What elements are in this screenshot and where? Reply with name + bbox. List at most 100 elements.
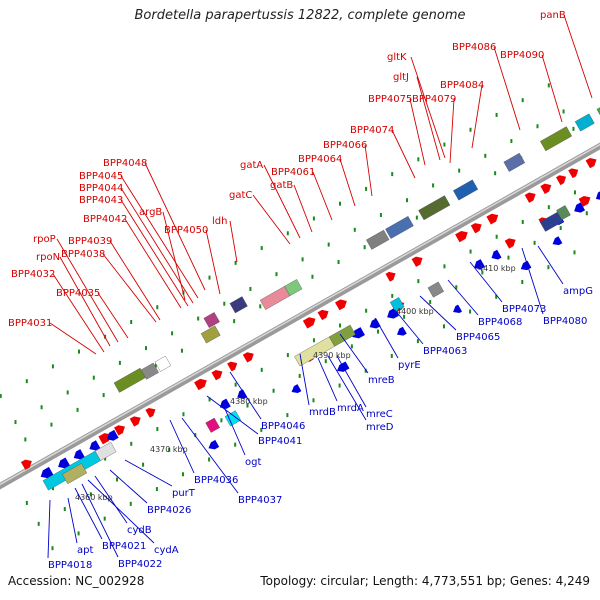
tick-mark [416, 339, 419, 344]
reverse-feature-block [556, 205, 571, 221]
forward-label-leader [144, 162, 206, 291]
reverse-gene-label: BPP4022 [118, 559, 162, 570]
reverse-gene-label: ampG [563, 286, 593, 297]
reverse-label-leader [374, 317, 399, 359]
tick-mark [76, 407, 79, 412]
accession-text: Accession: NC_002928 [8, 574, 145, 588]
tick-mark [350, 344, 353, 349]
reverse-label-leader [124, 459, 173, 487]
forward-gene-label: gatC [229, 190, 252, 201]
reverse-label-leader [419, 295, 457, 331]
scale-tick-label: 4380 kbp [230, 397, 268, 406]
forward-label-leader [563, 14, 593, 99]
tick-mark [234, 442, 237, 447]
tick-mark [168, 447, 171, 452]
reverse-feature-block [205, 417, 220, 433]
forward-gene-label: BPP4032 [11, 269, 55, 280]
tick-mark [403, 314, 406, 319]
reverse-gene-label: mrdA [337, 403, 364, 414]
tick-mark [301, 257, 304, 262]
tick-mark [324, 359, 327, 364]
reverse-label-leader [336, 355, 367, 408]
forward-feature-block [203, 312, 220, 329]
forward-gene-label: BPP4043 [79, 195, 123, 206]
reverse-gene-label: BPP4065 [456, 332, 500, 343]
forward-gene-label: BPP4045 [79, 171, 123, 182]
reverse-gene-label: apt [77, 545, 93, 556]
forward-gene-arrow [302, 317, 316, 329]
reverse-label-leader [109, 469, 148, 504]
forward-gene-label: gltK [387, 52, 407, 63]
forward-gene-label: BPP4086 [452, 42, 496, 53]
tick-mark [391, 293, 394, 298]
reverse-gene-label: purT [172, 488, 196, 499]
forward-gene-label: BPP4061 [271, 167, 315, 178]
tick-mark [66, 390, 69, 395]
reverse-gene-label: mrdB [309, 407, 336, 418]
forward-gene-label: gatB [270, 180, 293, 191]
scale-tick-label: 4370 kbp [150, 445, 188, 454]
forward-gene-arrow [145, 407, 156, 418]
tick-mark [455, 285, 458, 290]
forward-feature-block [113, 367, 146, 393]
tick-mark [376, 329, 379, 334]
tick-mark [379, 212, 382, 217]
reverse-label-leader [87, 479, 155, 544]
tick-mark [353, 227, 356, 232]
forward-gene-arrow [556, 175, 567, 186]
tick-mark [417, 157, 420, 162]
reverse-gene-label: mreC [366, 409, 393, 420]
reverse-gene-label: BPP4026 [147, 505, 191, 516]
forward-gene-arrow [211, 369, 223, 381]
reverse-gene-arrow [208, 439, 220, 450]
forward-feature-block [574, 113, 595, 132]
forward-feature-block [284, 279, 303, 297]
tick-mark [311, 274, 314, 279]
tick-mark [197, 316, 200, 321]
tick-mark [573, 190, 576, 195]
forward-label-leader [409, 98, 426, 166]
tick-mark [339, 323, 342, 328]
forward-gene-arrow [114, 425, 125, 436]
forward-label-leader [410, 56, 446, 159]
tick-mark [259, 304, 262, 309]
tick-mark [443, 264, 446, 269]
tick-mark [272, 388, 275, 393]
forward-gene-label: rpoN [36, 252, 60, 263]
reverse-label-leader [206, 395, 259, 435]
reverse-gene-label: BPP4073 [502, 304, 546, 315]
reverse-gene-label: mreD [366, 422, 394, 433]
gene-labels: panB BPP4086 BPP4090 gltK gltJ BPP4084 BPP4075… [8, 10, 593, 571]
forward-gene-arrow [470, 223, 482, 234]
tick-mark [77, 349, 80, 354]
tick-mark [573, 250, 576, 255]
forward-gene-label: BPP4075 [368, 94, 412, 105]
forward-gene-arrow [335, 299, 347, 311]
reverse-label-leader [67, 497, 78, 544]
forward-gene-label: rpoP [33, 234, 56, 245]
forward-feature-block [229, 296, 248, 314]
reverse-gene-arrow [291, 384, 302, 394]
forward-gene-label: BPP4084 [440, 80, 484, 91]
forward-gene-label: argB [139, 207, 162, 218]
forward-label-leader [120, 187, 194, 304]
tick-mark [572, 126, 575, 131]
reverse-label-leader [221, 401, 246, 456]
tick-mark [223, 301, 226, 306]
forward-label-leader [205, 229, 221, 295]
tick-mark [547, 83, 550, 88]
tick-mark [494, 171, 497, 176]
tick-mark [559, 226, 562, 231]
tick-mark [142, 462, 145, 467]
reverse-gene-arrow [337, 361, 350, 372]
tick-mark [51, 364, 54, 369]
forward-label-leader [102, 253, 157, 323]
forward-gene-label: BPP4044 [79, 183, 123, 194]
forward-label-leader [162, 211, 186, 301]
forward-label-leader [416, 76, 441, 161]
reverse-label-leader [447, 279, 479, 316]
forward-gene-arrow [504, 238, 516, 249]
tick-mark [208, 457, 211, 462]
tick-mark [312, 216, 315, 221]
forward-gene-arrow [524, 192, 536, 203]
